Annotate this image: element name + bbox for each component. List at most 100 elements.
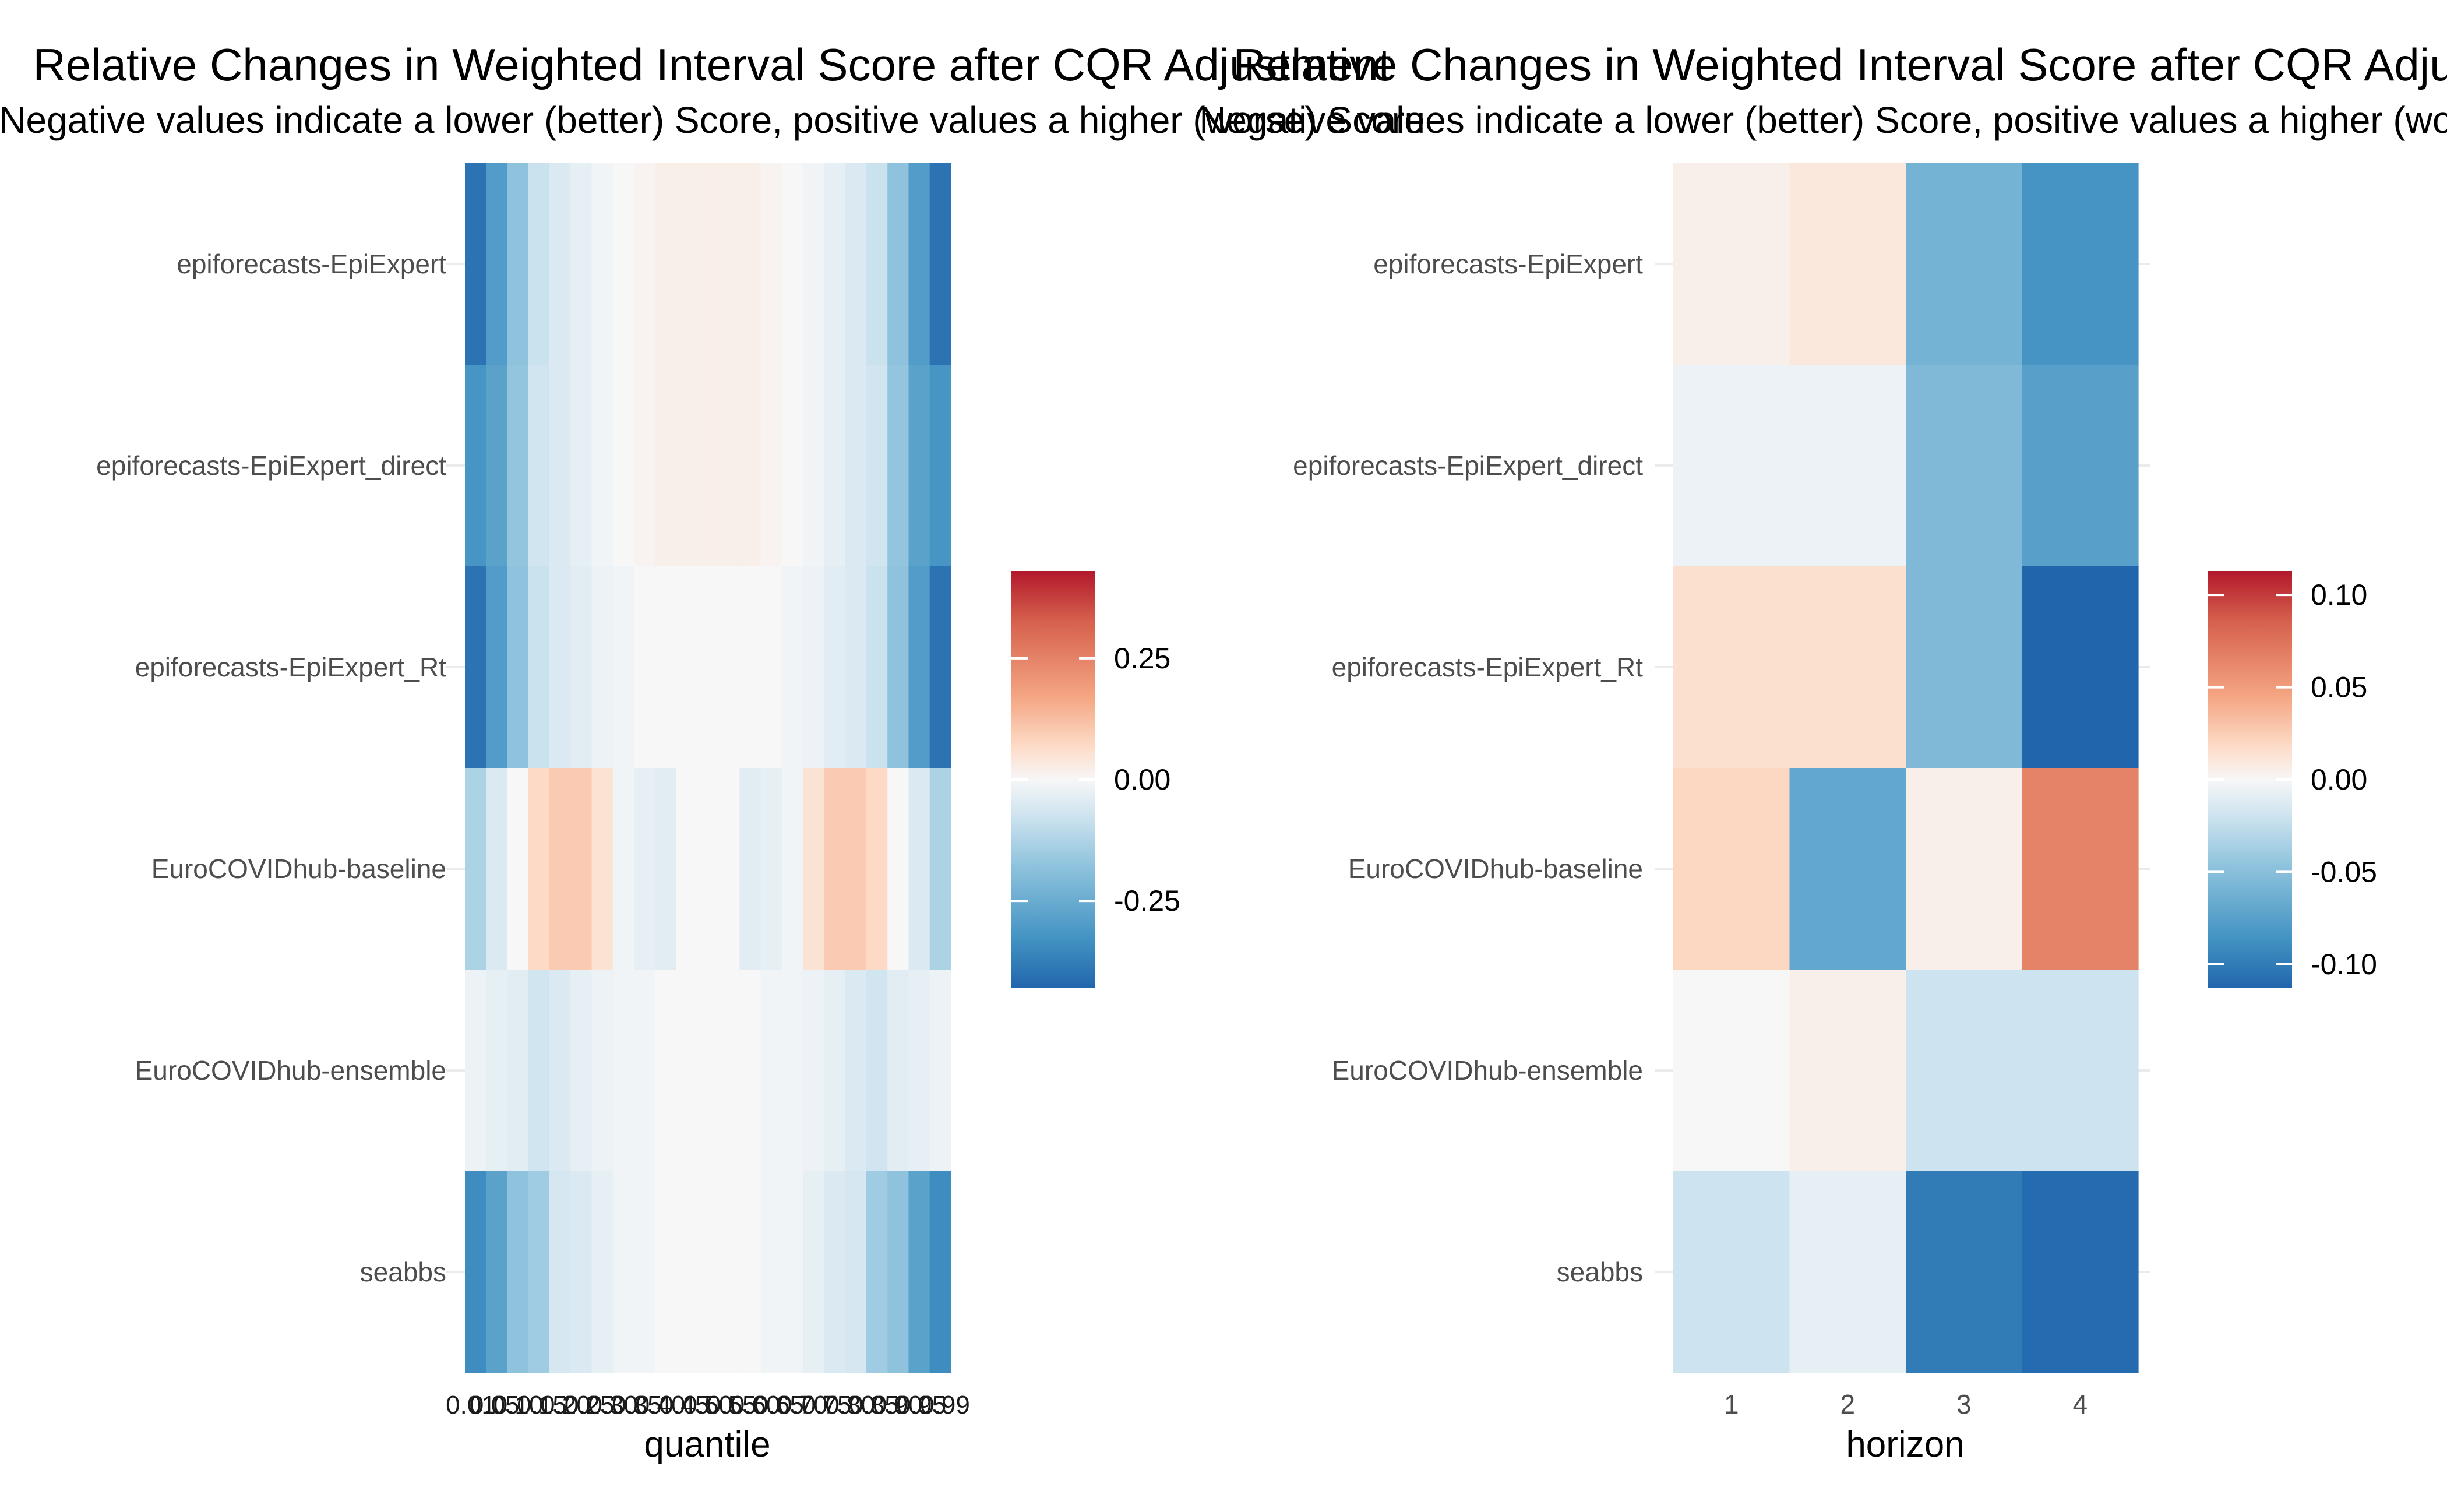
quantile-cell-r3-c16 xyxy=(803,768,825,970)
quantile-cell-r3-c21 xyxy=(908,768,930,970)
quantile-cell-r2-c15 xyxy=(781,566,803,769)
quantile-cell-r4-c21 xyxy=(908,970,930,1172)
horizon-colorbar-ticks: 0.10 0.05 0.00 -0.05 -0.10 xyxy=(2208,579,2377,981)
quantile-x-tick-label: 0.80 xyxy=(825,1391,875,1419)
horizon-colorbar-tick-label: -0.10 xyxy=(2311,948,2377,981)
horizon-cell-r1-c2 xyxy=(1906,365,2023,567)
quantile-cell-r4-c0 xyxy=(465,970,486,1172)
quantile-x-tick-label: 0.05 xyxy=(470,1391,520,1419)
quantile-cell-r0-c3 xyxy=(528,163,550,365)
quantile-cell-r1-c8 xyxy=(634,365,655,567)
quantile-cell-r0-c10 xyxy=(676,163,698,365)
quantile-x-tick-label: 0.01 xyxy=(446,1391,496,1419)
quantile-cell-r3-c18 xyxy=(845,768,867,970)
quantile-cell-r5-c4 xyxy=(549,1171,571,1373)
quantile-cell-r2-c12 xyxy=(718,566,740,769)
horizon-y-tick-label: EuroCOVIDhub-ensemble xyxy=(1332,1055,1643,1085)
quantile-cell-r4-c4 xyxy=(549,970,571,1172)
quantile-cell-r4-c13 xyxy=(739,970,761,1172)
quantile-cell-r1-c15 xyxy=(781,365,803,567)
quantile-cell-r5-c17 xyxy=(824,1171,846,1373)
quantile-cell-r4-c9 xyxy=(655,970,677,1172)
quantile-y-tick-label: EuroCOVIDhub-ensemble xyxy=(135,1055,446,1085)
quantile-cell-r0-c13 xyxy=(739,163,761,365)
quantile-cell-r1-c22 xyxy=(929,365,951,567)
quantile-cell-r3-c12 xyxy=(718,768,740,970)
quantile-cell-r3-c8 xyxy=(634,768,655,970)
quantile-x-tick-label: 0.30 xyxy=(588,1391,638,1419)
horizon-cell-r4-c0 xyxy=(1673,970,1790,1172)
quantile-cell-r3-c20 xyxy=(887,768,909,970)
quantile-cell-r2-c1 xyxy=(486,566,508,769)
quantile-cell-r3-c7 xyxy=(612,768,634,970)
quantile-x-tick-label: 0.45 xyxy=(659,1391,709,1419)
quantile-cell-r4-c20 xyxy=(887,970,909,1172)
quantile-cell-r0-c22 xyxy=(929,163,951,365)
quantile-cell-r0-c0 xyxy=(465,163,486,365)
quantile-colorbar-ticks: 0.25 0.00 -0.25 xyxy=(1011,642,1180,917)
quantile-cell-r3-c6 xyxy=(591,768,613,970)
quantile-cell-r4-c10 xyxy=(676,970,698,1172)
quantile-cell-r5-c9 xyxy=(655,1171,677,1373)
quantile-cell-r1-c17 xyxy=(824,365,846,567)
quantile-x-tick-label: 0.50 xyxy=(683,1391,733,1419)
quantile-cell-r1-c6 xyxy=(591,365,613,567)
quantile-cell-r0-c8 xyxy=(634,163,655,365)
quantile-cell-r5-c15 xyxy=(781,1171,803,1373)
quantile-cell-r1-c20 xyxy=(887,365,909,567)
horizon-heatmap-cells xyxy=(1673,163,2139,1373)
quantile-colorbar-tick-label: 0.00 xyxy=(1114,763,1170,796)
quantile-heatmap-subtitle: Negative values indicate a lower (better… xyxy=(0,99,1425,141)
horizon-cell-r5-c3 xyxy=(2022,1171,2139,1373)
quantile-cell-r3-c5 xyxy=(570,768,593,970)
quantile-cell-r3-c11 xyxy=(697,768,719,970)
quantile-cell-r0-c9 xyxy=(655,163,677,365)
quantile-cell-r5-c0 xyxy=(465,1171,486,1373)
quantile-cell-r5-c11 xyxy=(697,1171,719,1373)
quantile-cell-r4-c5 xyxy=(570,970,593,1172)
quantile-cell-r2-c0 xyxy=(465,566,486,769)
horizon-y-tick-label: epiforecasts-EpiExpert_Rt xyxy=(1332,652,1644,682)
horizon-y-tick-label: epiforecasts-EpiExpert_direct xyxy=(1293,450,1643,481)
horizon-y-tick-label: EuroCOVIDhub-baseline xyxy=(1348,854,1643,884)
horizon-cell-r3-c0 xyxy=(1673,768,1790,970)
quantile-heatmap-y-tick-labels: epiforecasts-EpiExpert epiforecasts-EpiEx… xyxy=(96,249,446,1287)
quantile-cell-r3-c19 xyxy=(866,768,888,970)
quantile-cell-r5-c19 xyxy=(866,1171,888,1373)
quantile-cell-r4-c11 xyxy=(697,970,719,1172)
quantile-cell-r4-c12 xyxy=(718,970,740,1172)
quantile-cell-r2-c17 xyxy=(824,566,846,769)
quantile-cell-r0-c19 xyxy=(866,163,888,365)
quantile-cell-r5-c3 xyxy=(528,1171,550,1373)
horizon-colorbar-tick-label: 0.00 xyxy=(2311,763,2367,796)
quantile-cell-r4-c2 xyxy=(507,970,529,1172)
quantile-cell-r4-c7 xyxy=(612,970,634,1172)
quantile-x-tick-label: 0.20 xyxy=(541,1391,591,1419)
quantile-x-tick-label: 0.65 xyxy=(754,1391,804,1419)
horizon-cell-r1-c3 xyxy=(2022,365,2139,567)
quantile-cell-r5-c18 xyxy=(845,1171,867,1373)
quantile-cell-r0-c16 xyxy=(803,163,825,365)
quantile-cell-r3-c0 xyxy=(465,768,486,970)
quantile-cell-r2-c4 xyxy=(549,566,571,769)
quantile-cell-r3-c13 xyxy=(739,768,761,970)
quantile-cell-r5-c5 xyxy=(570,1171,593,1373)
quantile-cell-r2-c3 xyxy=(528,566,550,769)
quantile-cell-r0-c21 xyxy=(908,163,930,365)
horizon-cell-r2-c3 xyxy=(2022,566,2139,769)
quantile-y-tick-label: epiforecasts-EpiExpert_Rt xyxy=(135,652,447,682)
horizon-cell-r5-c1 xyxy=(1789,1171,1906,1373)
horizon-colorbar-tick-label: 0.05 xyxy=(2311,671,2367,704)
quantile-x-tick-label: 0.75 xyxy=(802,1391,852,1419)
quantile-cell-r4-c8 xyxy=(634,970,655,1172)
quantile-cell-r2-c13 xyxy=(739,566,761,769)
quantile-cell-r2-c18 xyxy=(845,566,867,769)
horizon-heatmap-y-tick-labels: epiforecasts-EpiExpert epiforecasts-EpiEx… xyxy=(1293,249,1643,1287)
horizon-cell-r5-c2 xyxy=(1906,1171,2023,1373)
quantile-cell-r4-c14 xyxy=(760,970,782,1172)
quantile-cell-r1-c16 xyxy=(803,365,825,567)
horizon-cell-r0-c1 xyxy=(1789,163,1906,365)
quantile-y-tick-label: EuroCOVIDhub-baseline xyxy=(151,854,446,884)
quantile-cell-r3-c3 xyxy=(528,768,550,970)
